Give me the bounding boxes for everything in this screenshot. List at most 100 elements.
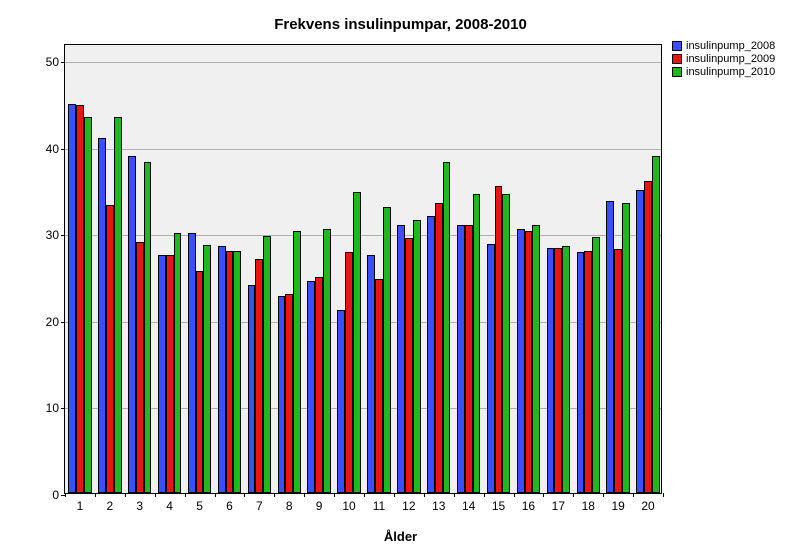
bar bbox=[652, 156, 660, 494]
bar bbox=[457, 225, 465, 493]
bar bbox=[203, 245, 211, 493]
bar bbox=[502, 194, 510, 493]
y-tick-label: 40 bbox=[46, 142, 59, 156]
x-tick-mark bbox=[185, 493, 186, 497]
x-tick-mark bbox=[484, 493, 485, 497]
grid-line bbox=[65, 322, 661, 323]
y-tick-mark bbox=[61, 149, 65, 150]
bar bbox=[285, 294, 293, 493]
x-tick-label: 6 bbox=[226, 499, 233, 513]
legend-swatch bbox=[672, 54, 682, 64]
x-tick-label: 4 bbox=[166, 499, 173, 513]
bar bbox=[577, 252, 585, 493]
legend-label: insulinpump_2009 bbox=[686, 53, 775, 65]
x-tick-mark bbox=[573, 493, 574, 497]
chart-title: Frekvens insulinpumpar, 2008-2010 bbox=[0, 16, 801, 33]
bar bbox=[68, 104, 76, 493]
x-tick-label: 2 bbox=[107, 499, 114, 513]
chart-container: Frekvens insulinpumpar, 2008-2010 010203… bbox=[0, 0, 801, 556]
bar bbox=[584, 251, 592, 493]
bar bbox=[614, 249, 622, 493]
x-tick-mark bbox=[633, 493, 634, 497]
x-tick-label: 11 bbox=[373, 499, 385, 513]
bar bbox=[353, 192, 361, 493]
bar bbox=[323, 229, 331, 493]
bar bbox=[98, 138, 106, 493]
bar bbox=[413, 220, 421, 493]
bar bbox=[315, 277, 323, 493]
bar bbox=[293, 231, 301, 493]
bar bbox=[76, 105, 84, 493]
bar bbox=[233, 251, 241, 493]
x-tick-mark bbox=[424, 493, 425, 497]
bar bbox=[397, 225, 405, 493]
bar bbox=[606, 201, 614, 494]
bar bbox=[345, 252, 353, 493]
x-tick-mark bbox=[304, 493, 305, 497]
bar bbox=[435, 203, 443, 493]
legend-swatch bbox=[672, 41, 682, 51]
bar bbox=[144, 162, 152, 493]
x-tick-label: 17 bbox=[552, 499, 565, 513]
x-tick-label: 16 bbox=[522, 499, 535, 513]
bar bbox=[473, 194, 481, 493]
y-tick-mark bbox=[61, 322, 65, 323]
bar bbox=[547, 248, 555, 493]
bar bbox=[495, 186, 503, 493]
x-tick-label: 13 bbox=[432, 499, 445, 513]
bar bbox=[554, 248, 562, 493]
y-tick-label: 10 bbox=[46, 401, 59, 415]
x-tick-mark bbox=[125, 493, 126, 497]
bar bbox=[644, 181, 652, 493]
bar bbox=[188, 233, 196, 493]
x-tick-label: 14 bbox=[462, 499, 475, 513]
x-tick-mark bbox=[514, 493, 515, 497]
bar bbox=[84, 117, 92, 493]
x-tick-mark bbox=[394, 493, 395, 497]
bar bbox=[622, 203, 630, 493]
bar bbox=[196, 271, 204, 493]
grid-line bbox=[65, 235, 661, 236]
bar bbox=[128, 156, 136, 494]
bar bbox=[307, 281, 315, 493]
bar bbox=[525, 231, 533, 493]
y-tick-mark bbox=[61, 62, 65, 63]
x-tick-label: 15 bbox=[492, 499, 505, 513]
x-tick-label: 5 bbox=[196, 499, 203, 513]
x-tick-mark bbox=[155, 493, 156, 497]
y-tick-label: 0 bbox=[52, 488, 59, 502]
bar bbox=[158, 255, 166, 493]
bar bbox=[226, 251, 234, 493]
grid-line bbox=[65, 408, 661, 409]
bar bbox=[383, 207, 391, 493]
x-tick-mark bbox=[215, 493, 216, 497]
x-tick-mark bbox=[334, 493, 335, 497]
x-tick-label: 20 bbox=[641, 499, 654, 513]
legend: insulinpump_2008insulinpump_2009insulinp… bbox=[672, 40, 775, 79]
x-axis-label: Ålder bbox=[0, 529, 801, 544]
x-tick-mark bbox=[65, 493, 66, 497]
grid-line bbox=[65, 62, 661, 63]
bar bbox=[427, 216, 435, 493]
bar bbox=[375, 279, 383, 493]
x-tick-mark bbox=[244, 493, 245, 497]
legend-item: insulinpump_2010 bbox=[672, 66, 775, 78]
bar bbox=[218, 246, 226, 493]
bar bbox=[443, 162, 451, 493]
x-tick-mark bbox=[454, 493, 455, 497]
bar bbox=[255, 259, 263, 493]
y-tick-mark bbox=[61, 235, 65, 236]
x-tick-label: 8 bbox=[286, 499, 293, 513]
x-tick-label: 9 bbox=[316, 499, 323, 513]
bar bbox=[465, 225, 473, 493]
bar bbox=[562, 246, 570, 493]
x-tick-label: 19 bbox=[611, 499, 624, 513]
x-tick-mark bbox=[364, 493, 365, 497]
bar bbox=[114, 117, 122, 493]
legend-label: insulinpump_2010 bbox=[686, 66, 775, 78]
bar bbox=[487, 244, 495, 493]
bar bbox=[106, 205, 114, 493]
bar bbox=[405, 238, 413, 493]
x-tick-mark bbox=[603, 493, 604, 497]
bar bbox=[532, 225, 540, 493]
